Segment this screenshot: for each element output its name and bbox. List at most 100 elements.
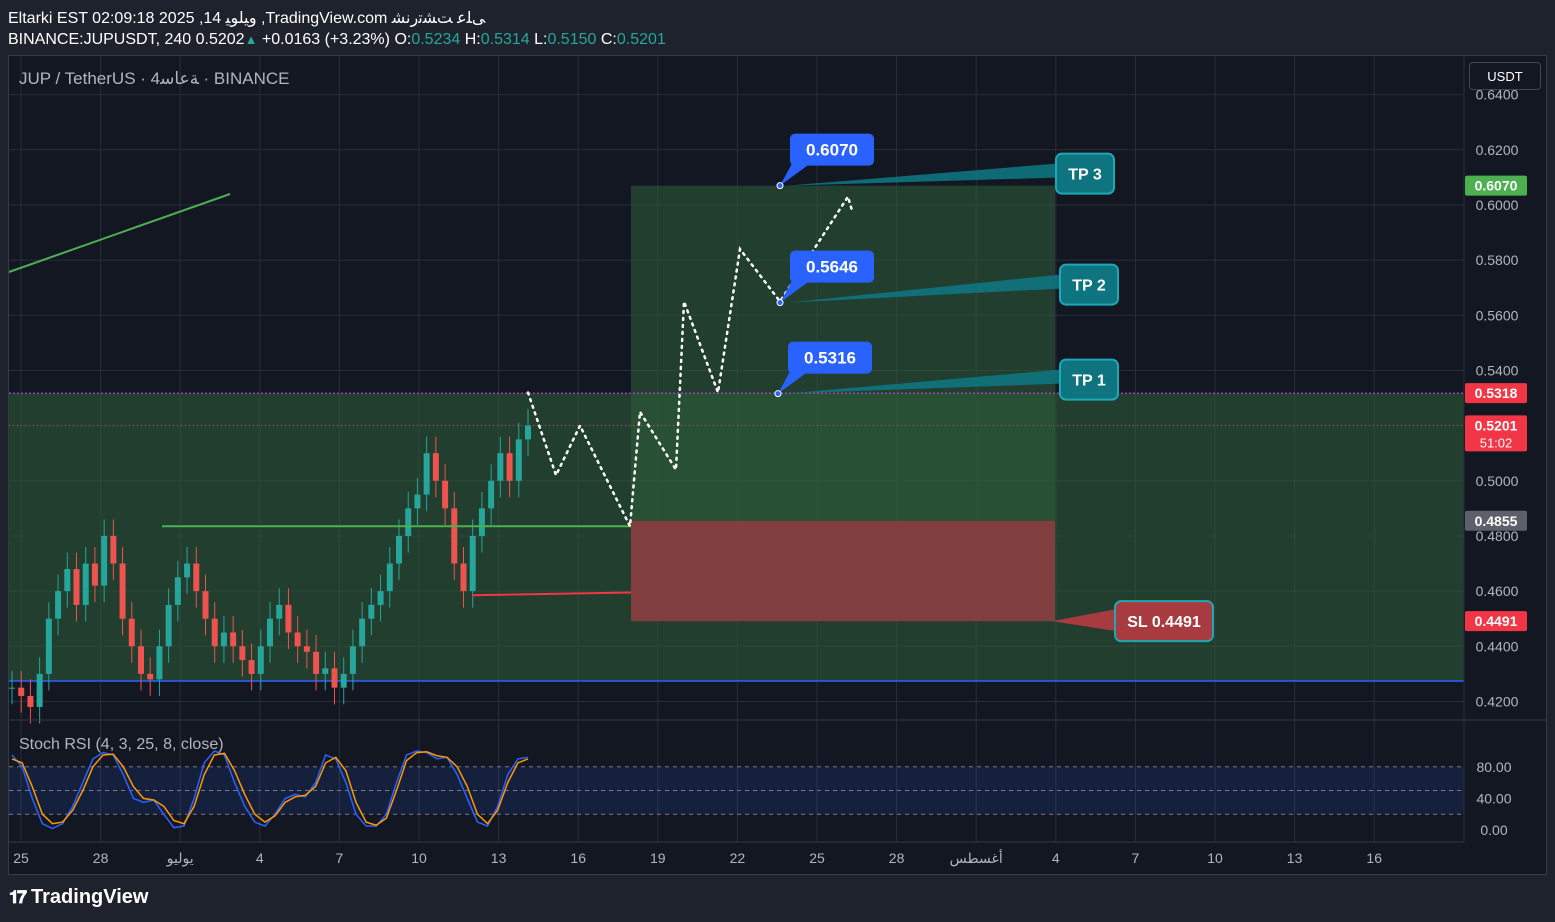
candle-body — [488, 480, 495, 509]
target-callout-text: TP 3 — [1068, 167, 1102, 184]
stop-loss-text: SL 0.4491 — [1127, 614, 1201, 631]
date-tick: 7 — [1132, 850, 1140, 866]
candle-body — [525, 425, 531, 440]
candle-body — [248, 660, 255, 674]
stoch-line-k — [11, 750, 529, 830]
candle-body — [147, 673, 154, 680]
price-tag-label: 0.5318 — [1475, 385, 1518, 401]
price-tag-countdown: 51:02 — [1480, 435, 1513, 450]
target-callout-box — [1059, 358, 1119, 401]
candle-body — [386, 563, 393, 592]
candle-body — [322, 668, 329, 674]
candle-body — [423, 453, 430, 495]
date-tick: 16 — [1366, 850, 1382, 866]
low-value: 0.5150 — [547, 31, 597, 48]
tradingview-icon: 𝟏𝟕 — [9, 887, 27, 907]
candle-body — [340, 673, 347, 688]
date-tick: 25 — [809, 850, 825, 866]
date-tick: يوليو — [166, 850, 194, 867]
price-tick: 0.5400 — [1476, 362, 1519, 378]
candle-body — [377, 591, 384, 605]
candle-body — [174, 577, 181, 605]
price-tag-label: 0.6070 — [1475, 178, 1518, 194]
target-callout-pointer — [788, 163, 1056, 186]
target-callout-box — [1059, 263, 1119, 306]
symbol-label: BINANCE:JUPUSDT, 240 — [8, 31, 192, 48]
candle-body — [497, 453, 504, 481]
tradingview-wordmark: TradingView — [31, 886, 149, 908]
candle-body — [515, 439, 522, 481]
candle-body — [285, 604, 292, 633]
candle-body — [257, 646, 264, 674]
date-tick: 25 — [13, 850, 29, 866]
high-label: H: — [464, 31, 481, 48]
candle-body — [64, 569, 71, 592]
date-tick: 28 — [93, 850, 109, 866]
drawing-overlays — [8, 193, 854, 597]
stop-zone — [631, 520, 1055, 622]
candle-body — [119, 563, 126, 619]
target-callout-text: TP 1 — [1072, 373, 1106, 390]
candle-body — [506, 453, 513, 481]
candle-body — [349, 646, 356, 674]
price-tick: 0.5800 — [1476, 252, 1519, 268]
date-tick: 13 — [491, 850, 507, 866]
candle-body — [239, 646, 246, 661]
candle-body — [110, 535, 117, 564]
candle-body — [193, 563, 200, 592]
price-tag — [1465, 510, 1527, 531]
target-callout-pointer — [786, 369, 1060, 394]
date-tick: 13 — [1287, 850, 1303, 866]
candle-body — [18, 687, 25, 696]
date-tick: 10 — [411, 850, 427, 866]
price-tick: 0.4200 — [1476, 693, 1519, 709]
target-price-pointer — [780, 280, 810, 303]
candle-body — [405, 508, 412, 536]
date-tick: 22 — [730, 850, 746, 866]
candle-body — [478, 508, 485, 536]
candle-body — [91, 563, 98, 586]
candle-body — [294, 632, 301, 647]
candle-body — [9, 687, 15, 689]
stoch-tick: 40.00 — [1476, 790, 1511, 806]
price-tag-label: 0.4491 — [1475, 613, 1518, 629]
last-price: 0.5202 — [195, 31, 245, 48]
trend-line — [8, 193, 231, 273]
candle-body — [36, 673, 43, 707]
stoch-rsi-pane — [9, 750, 1464, 830]
candle-body — [460, 563, 467, 592]
projected-path — [526, 193, 854, 531]
up-triangle-icon: ▲ — [244, 32, 258, 47]
tradingview-logo: 𝟏𝟕 TradingView — [9, 886, 148, 909]
price-tick: 0.5000 — [1476, 473, 1519, 489]
price-tag — [1465, 175, 1527, 196]
candle-body — [331, 668, 338, 688]
target-price-text: 0.5316 — [804, 349, 856, 368]
candle-body — [220, 632, 227, 647]
candle-body — [73, 569, 80, 605]
date-tick: 16 — [570, 850, 586, 866]
price-change: +0.0163 (+3.23%) — [261, 31, 390, 48]
date-tick: 10 — [1207, 850, 1223, 866]
candle-body — [359, 618, 366, 647]
target-price-label — [790, 133, 874, 166]
price-tag-label: 0.4855 — [1475, 513, 1518, 529]
candle-body — [414, 494, 421, 509]
annotation-labels[interactable]: 0.5316 TP 1 0.5646 TP 2 0.6070 TP 3 SL 0.4491 — [774, 133, 1214, 643]
candle-body — [55, 591, 62, 619]
stop-loss-pointer — [1052, 609, 1116, 632]
target-price-text: 0.5646 — [806, 258, 858, 277]
candle-body — [432, 453, 439, 481]
axes: 0.6400 0.6200 0.6000 0.5800 0.5600 0.5400 0.52… — [9, 56, 1546, 867]
stop-reference-line — [471, 591, 632, 597]
low-label: L: — [534, 31, 548, 48]
date-tick: أغسطس — [950, 849, 1003, 867]
high-value: 0.5314 — [480, 31, 530, 48]
symbol-ohlc-line: BINANCE:JUPUSDT, 240 0.5202▲ +0.0163 (+3… — [8, 31, 666, 49]
candle-body — [267, 618, 273, 647]
candle-body — [396, 535, 402, 564]
stoch-line-d — [11, 751, 529, 827]
target-price-pointer — [778, 371, 808, 394]
currency-button[interactable]: USDT — [1469, 62, 1541, 90]
